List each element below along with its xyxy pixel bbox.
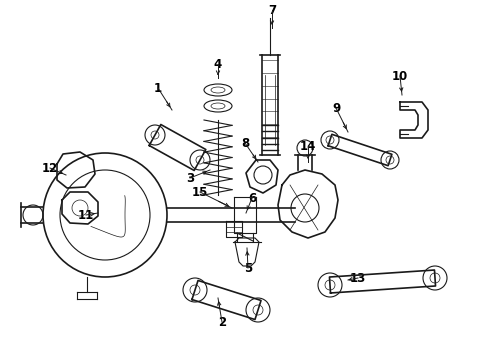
Text: 12: 12: [42, 162, 58, 175]
Text: 7: 7: [268, 4, 276, 17]
Text: 5: 5: [244, 261, 252, 274]
Text: 13: 13: [350, 271, 366, 284]
Text: 9: 9: [332, 102, 340, 114]
Text: 4: 4: [214, 58, 222, 71]
Text: 3: 3: [186, 171, 194, 185]
Text: 10: 10: [392, 69, 408, 82]
Text: 11: 11: [78, 208, 94, 221]
Text: 14: 14: [300, 140, 316, 153]
Text: 6: 6: [248, 192, 256, 204]
Text: 1: 1: [154, 81, 162, 95]
Text: 8: 8: [241, 136, 249, 149]
Text: 2: 2: [218, 315, 226, 328]
Text: 15: 15: [192, 185, 208, 198]
